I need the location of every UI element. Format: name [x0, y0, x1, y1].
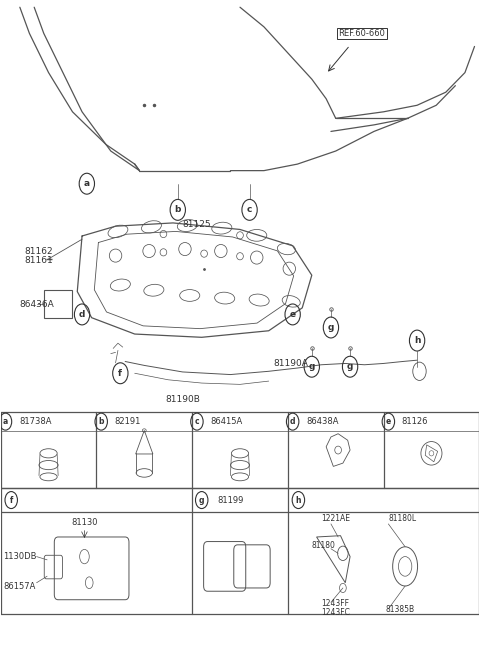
Text: 81161: 81161	[24, 256, 53, 265]
Text: 1243FF: 1243FF	[322, 599, 349, 608]
Text: g: g	[309, 362, 315, 371]
Text: 81180: 81180	[312, 541, 336, 550]
Text: 81126: 81126	[402, 417, 428, 426]
Text: 81162: 81162	[24, 246, 53, 255]
Text: 81180L: 81180L	[388, 514, 417, 523]
Text: b: b	[98, 417, 104, 426]
Text: 86157A: 86157A	[3, 582, 36, 591]
Text: g: g	[328, 323, 334, 332]
Text: 81125: 81125	[182, 221, 211, 229]
Text: 81190A: 81190A	[274, 359, 308, 368]
Text: c: c	[247, 206, 252, 214]
Text: 1221AE: 1221AE	[322, 514, 350, 523]
Text: a: a	[3, 417, 8, 426]
Text: d: d	[290, 417, 295, 426]
Text: 81738A: 81738A	[19, 417, 51, 426]
Text: f: f	[119, 369, 122, 378]
Text: 86436A: 86436A	[20, 300, 55, 309]
Text: 81130: 81130	[71, 517, 98, 527]
Text: e: e	[386, 417, 391, 426]
Text: REF.60-660: REF.60-660	[338, 29, 385, 38]
Text: f: f	[10, 496, 13, 504]
Text: g: g	[347, 362, 353, 371]
Text: h: h	[296, 496, 301, 504]
Text: c: c	[194, 417, 199, 426]
Text: 82191: 82191	[115, 417, 141, 426]
Text: 81190B: 81190B	[165, 395, 200, 404]
Text: h: h	[414, 336, 420, 345]
Text: 81385B: 81385B	[386, 605, 415, 614]
Text: e: e	[289, 310, 296, 319]
Text: 1243FC: 1243FC	[322, 608, 350, 617]
Text: 86415A: 86415A	[210, 417, 242, 426]
Text: b: b	[175, 206, 181, 214]
Text: a: a	[84, 179, 90, 188]
Text: g: g	[199, 496, 204, 504]
Text: 81199: 81199	[217, 496, 243, 504]
Text: 1130DB: 1130DB	[3, 552, 36, 561]
Text: 86438A: 86438A	[306, 417, 338, 426]
Text: d: d	[79, 310, 85, 319]
